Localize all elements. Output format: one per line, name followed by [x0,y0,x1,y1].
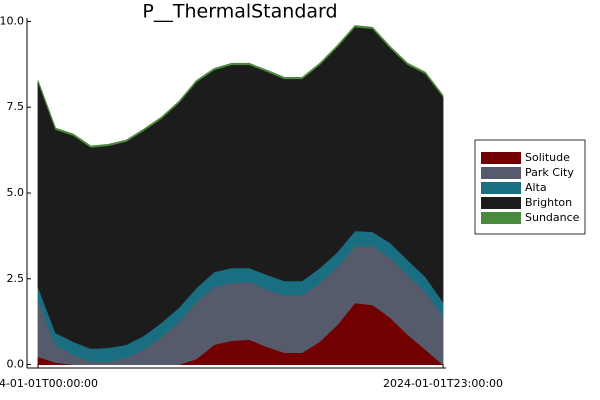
area [37,25,444,148]
legend-label: Sundance [525,211,580,224]
legend-label: Park City [525,166,574,179]
legend-swatch [481,197,521,209]
legend-swatch [481,152,521,164]
legend-label: Solitude [525,151,570,164]
x-tick-label: 2024-01-01T23:00:00 [383,377,503,390]
legend-label: Brighton [525,196,572,209]
legend-swatch [481,212,521,224]
chart-title: P__ThermalStandard [142,1,337,23]
y-tick-label: 5.0 [7,186,25,199]
legend-label: Alta [525,181,547,194]
legend-swatch [481,182,521,194]
y-tick-label: 2.5 [7,272,25,285]
y-tick-label: 7.5 [7,100,25,113]
legend-swatch [481,167,521,179]
x-tick-label: 2024-01-01T00:00:00 [0,377,98,390]
y-tick-label: 0.0 [7,358,25,371]
y-tick-label: 10.0 [0,14,24,27]
